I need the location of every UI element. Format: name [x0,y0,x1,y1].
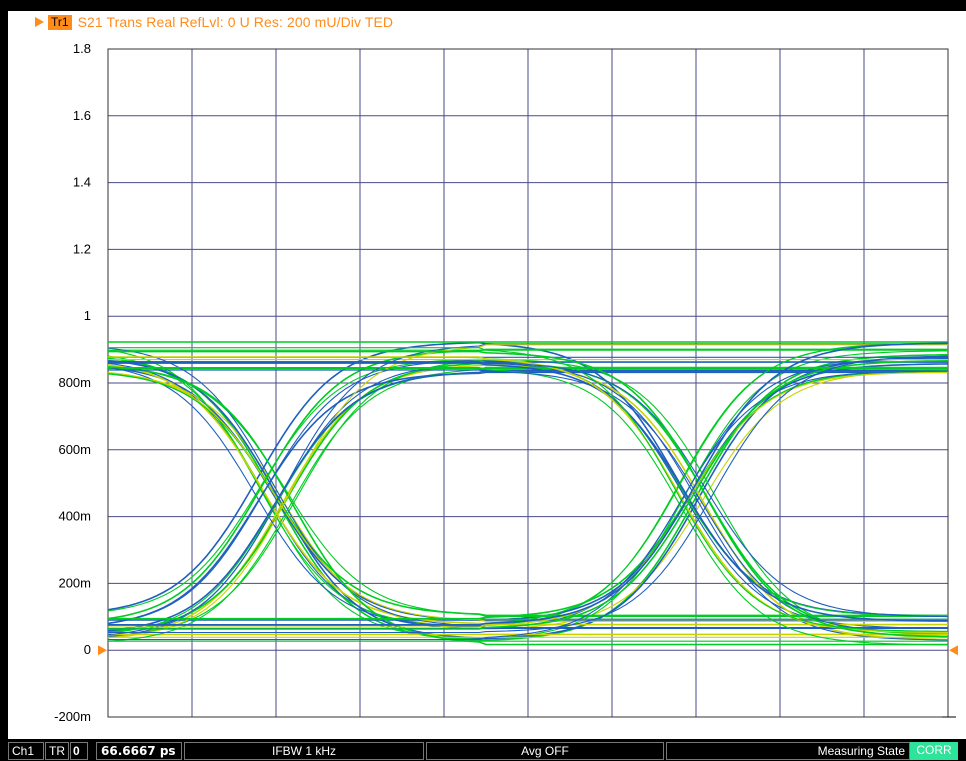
eye-trace [108,342,949,626]
y-tick-label: -200m [54,709,91,724]
ref-level-right-marker-icon [949,645,958,656]
eye-trace [107,344,948,639]
eye-trace [108,370,948,620]
trace-header[interactable]: Tr1 S21 Trans Real RefLvl: 0 U Res: 200 … [8,11,393,33]
eye-trace [107,348,948,620]
eye-trace [108,371,948,628]
avg-indicator[interactable]: Avg OFF [426,742,664,760]
eye-trace [107,343,948,636]
y-tick-label: 1.4 [73,175,91,190]
corr-badge[interactable]: CORR [910,742,958,760]
y-tick-label: 1.6 [73,108,91,123]
measuring-state: Measuring State [666,742,910,760]
eye-trace [108,369,949,634]
eye-trace [108,370,949,641]
y-tick-label: 1 [84,308,91,323]
eye-trace [107,358,949,638]
y-tick-label: 1.2 [73,241,91,256]
channel-indicator[interactable]: Ch1 [8,742,44,760]
y-tick-label: 800m [58,375,91,390]
eye-trace [107,366,948,646]
eye-diagram-plot[interactable]: 1.8 1.6 1.4 1.2 1 800m 600m 400m 200m 0 -200m [8,11,966,739]
ifbw-indicator[interactable]: IFBW 1 kHz [184,742,424,760]
y-tick-label: 0 [84,642,91,657]
eye-trace [108,355,949,634]
eye-traces [107,341,949,646]
trace-label[interactable]: Tr1 [48,14,72,30]
eye-trace [108,361,949,618]
eye-trace [108,360,949,630]
eye-trace [108,362,949,622]
trace-info[interactable]: S21 Trans Real RefLvl: 0 U Res: 200 mU/D… [77,14,394,30]
trace-number: 0 [70,742,88,760]
y-tick-label: 400m [58,509,91,524]
trace-indicator[interactable]: TR [45,742,69,760]
y-tick-label: 1.8 [73,41,91,56]
plot-border [107,48,949,718]
status-bar: Ch1 TR 0 66.6667 ps IFBW 1 kHz Avg OFF M… [0,741,966,761]
eye-trace [108,350,949,638]
ref-level-left-marker-icon [98,645,107,656]
y-tick-label: 600m [58,442,91,457]
eye-trace [107,356,949,640]
diagram-area: Tr1 S21 Trans Real RefLvl: 0 U Res: 200 … [8,11,966,739]
y-tick-label: 200m [58,575,91,590]
stimulus-value[interactable]: 66.6667 ps [96,742,182,760]
eye-trace [107,347,948,629]
eye-trace [107,371,948,625]
eye-trace [107,370,948,632]
trace-active-marker-icon [35,17,44,27]
